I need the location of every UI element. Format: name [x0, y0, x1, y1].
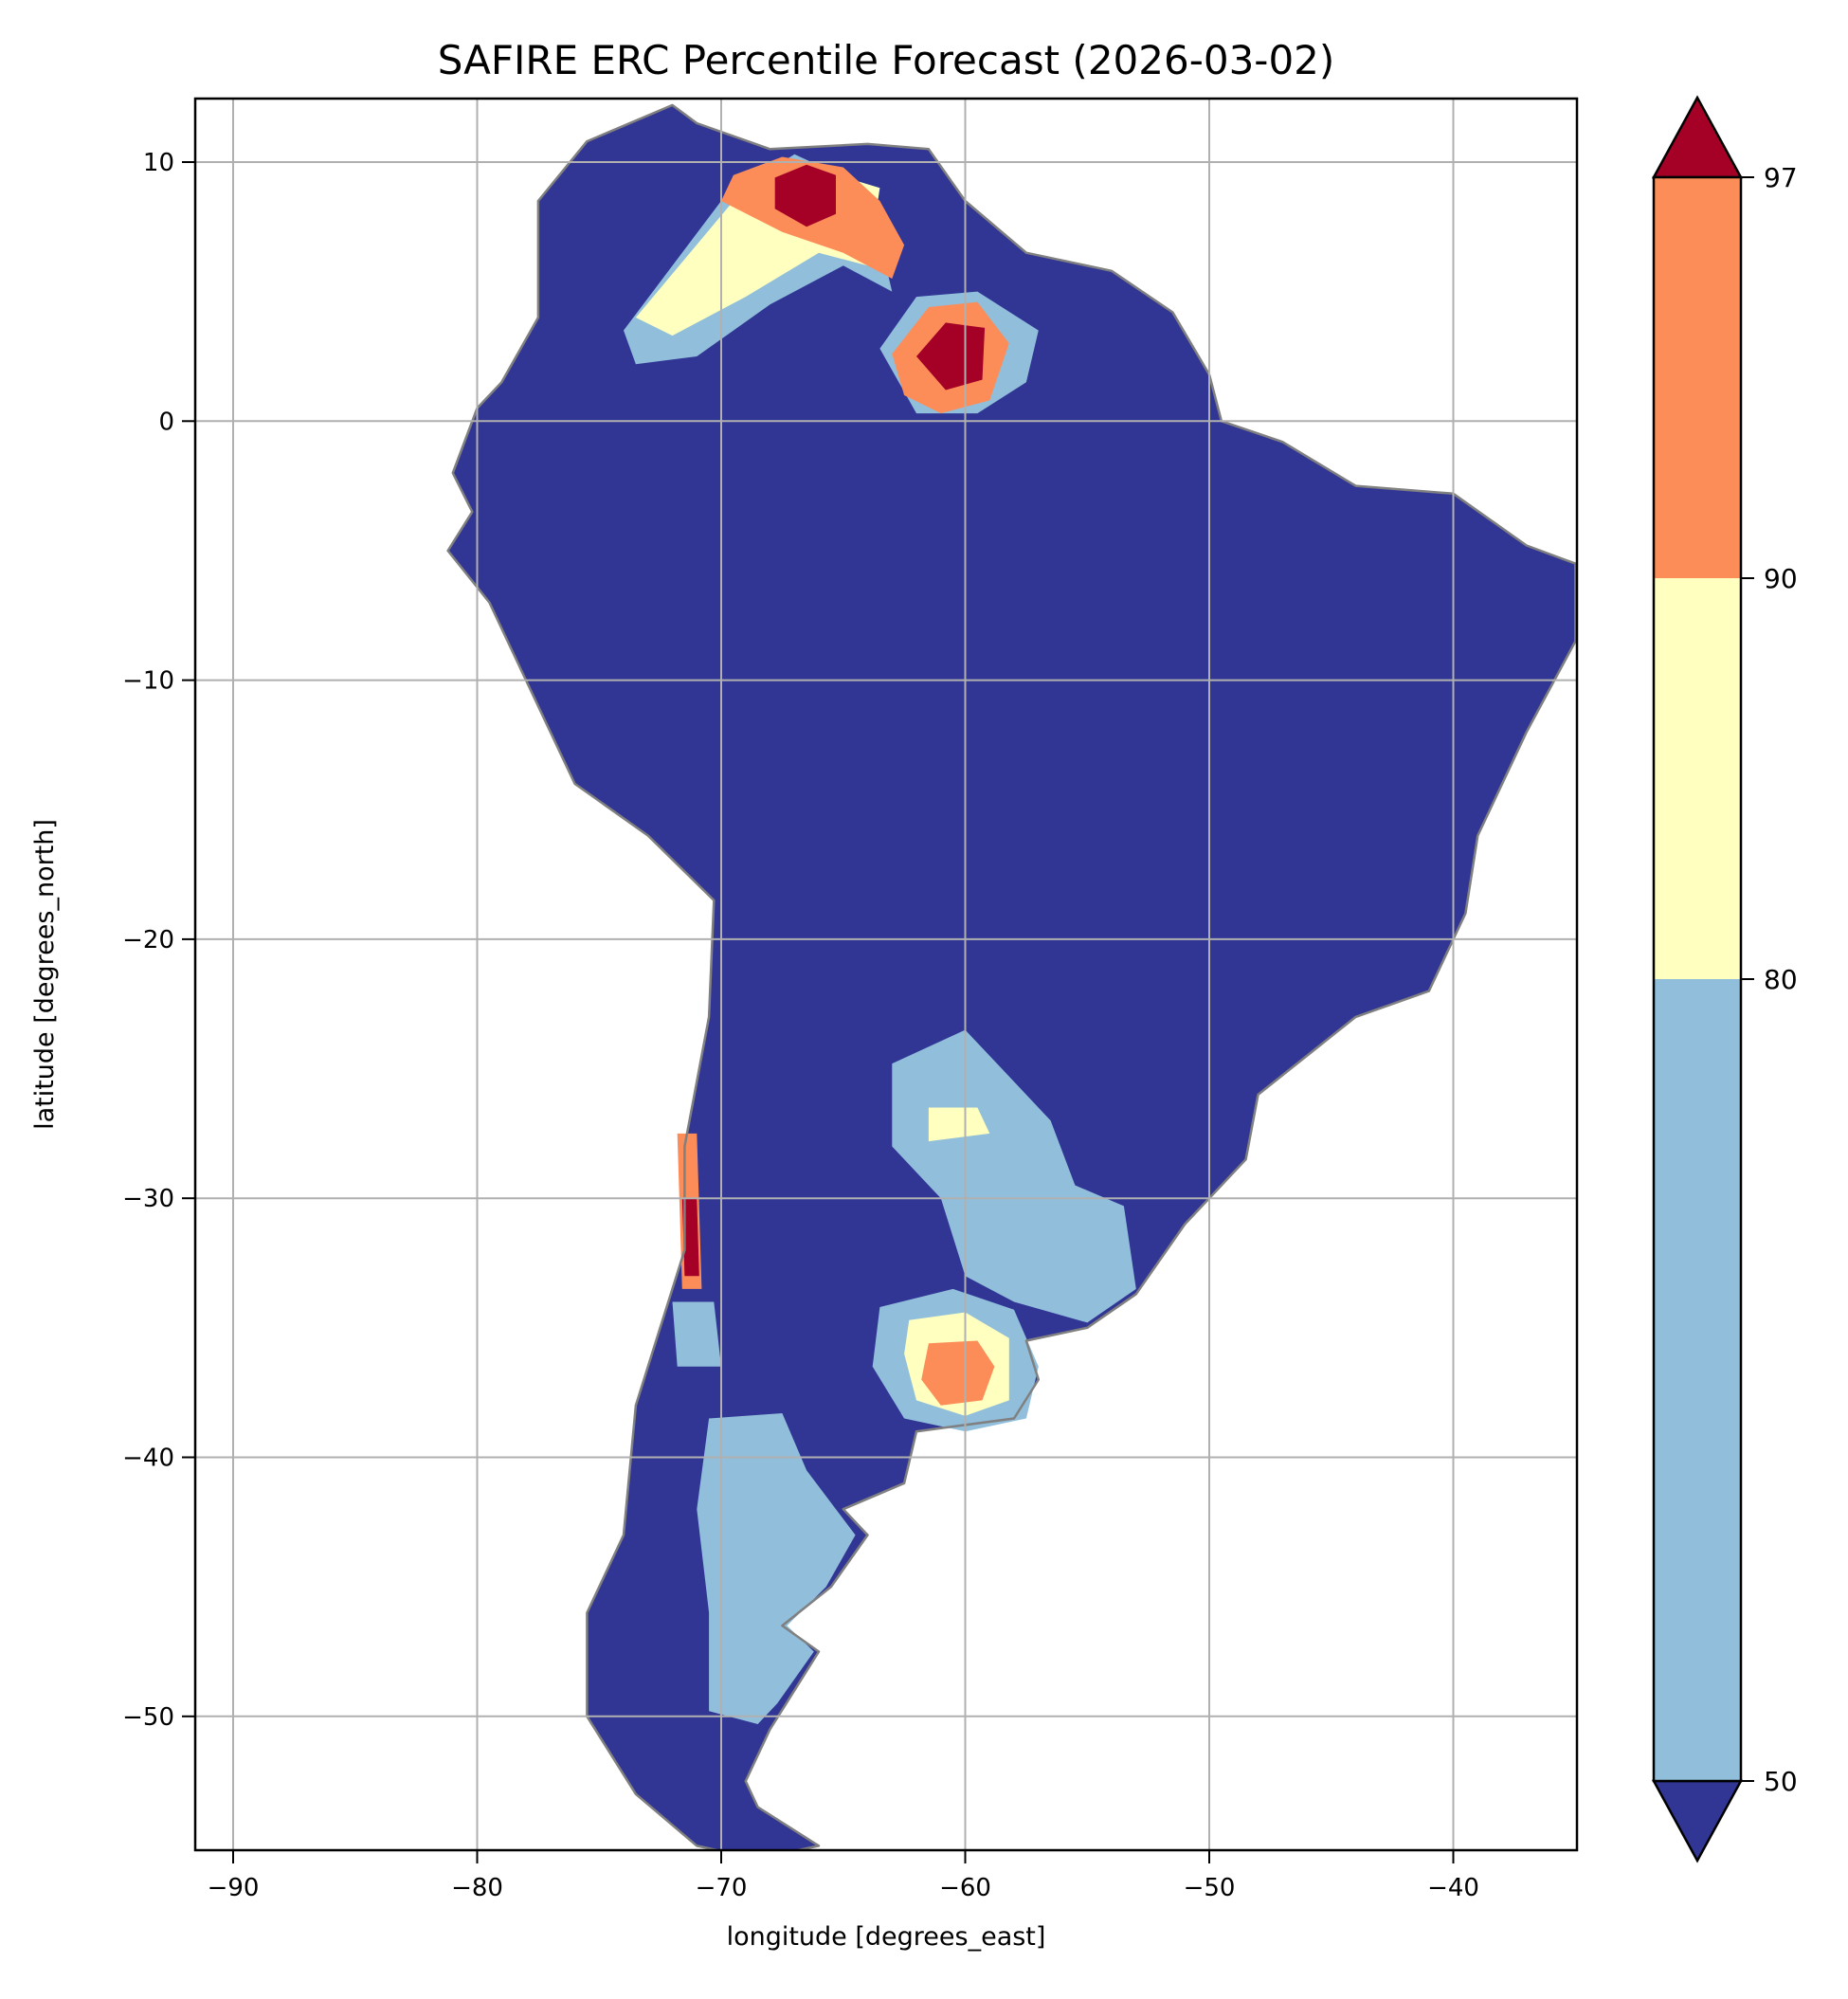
percentile-region-15 [681, 1198, 699, 1277]
x-axis-label: longitude [degrees_east] [727, 1922, 1046, 1952]
colorbar-bin-90-97 [1654, 177, 1741, 579]
y-tick-label: −50 [122, 1703, 174, 1732]
x-tick-label: −40 [1427, 1874, 1479, 1902]
percentile-region-6 [916, 322, 986, 391]
colorbar-tick-label: 80 [1764, 964, 1798, 995]
colorbar-extend-max [1651, 95, 1744, 179]
map-layer [446, 103, 1577, 1850]
percentile-region-13 [672, 1301, 721, 1367]
colorbar-bin-80-90 [1654, 578, 1741, 980]
y-tick-label: −30 [122, 1185, 174, 1213]
y-tick-label: −40 [122, 1445, 174, 1473]
x-axis: −90 −80 −70 −60 −50 −40 [208, 1850, 1479, 1902]
land-area [447, 104, 1576, 1850]
y-tick-label: −20 [122, 926, 174, 954]
x-tick-label: −80 [451, 1874, 503, 1902]
x-tick-label: −90 [208, 1874, 260, 1902]
colorbar-bin [1654, 1380, 1741, 1781]
chart-title: SAFIRE ERC Percentile Forecast (2026-03-… [438, 37, 1335, 83]
percentile-region-8 [928, 1107, 990, 1142]
y-tick-label: −10 [122, 667, 174, 696]
y-axis-label: latitude [degrees_north] [30, 819, 60, 1130]
x-tick-label: −50 [1184, 1874, 1236, 1902]
x-tick-label: −70 [696, 1874, 748, 1902]
colorbar-tick-label: 50 [1764, 1766, 1798, 1797]
colorbar-bin-50-80 [1654, 979, 1741, 1381]
colorbar-tick-label: 90 [1764, 563, 1798, 594]
y-axis: 10 0 −10 −20 −30 −40 −50 [122, 149, 195, 1732]
percentile-region-11 [921, 1340, 995, 1406]
gridlines [195, 99, 1577, 1850]
axes-frame [193, 97, 1579, 1852]
colorbar-extend-min [1651, 1779, 1744, 1863]
percentile-region-3 [774, 164, 836, 227]
colorbar: 97 90 80 50 [1651, 95, 1798, 1863]
x-tick-label: −60 [939, 1874, 991, 1902]
percentile-region-7 [892, 1029, 1136, 1323]
y-tick-label: 10 [143, 149, 174, 177]
y-tick-label: 0 [158, 408, 174, 436]
percentile-region-12 [697, 1413, 856, 1724]
colorbar-tick-label: 97 [1764, 162, 1798, 193]
